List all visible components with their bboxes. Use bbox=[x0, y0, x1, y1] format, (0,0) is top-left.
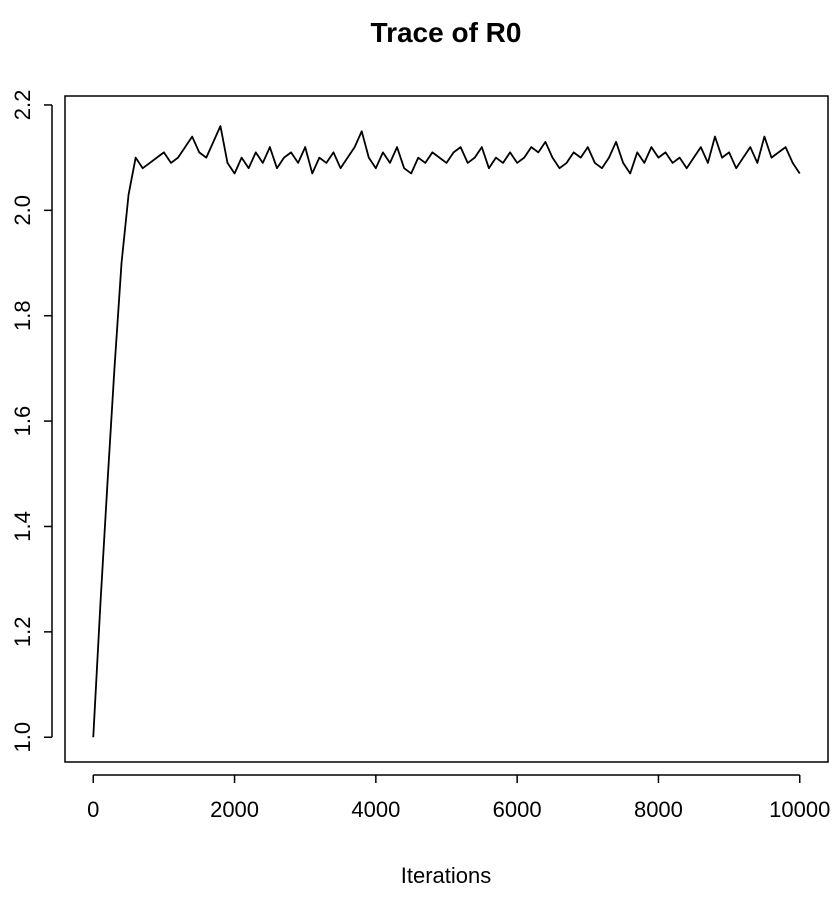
y-tick-label: 2.0 bbox=[10, 195, 35, 226]
chart-title: Trace of R0 bbox=[371, 17, 522, 48]
y-tick-label: 1.8 bbox=[10, 300, 35, 331]
y-tick-label: 1.0 bbox=[10, 722, 35, 753]
x-tick-label: 0 bbox=[87, 797, 99, 822]
x-tick-label: 8000 bbox=[634, 797, 683, 822]
x-tick-label: 6000 bbox=[493, 797, 542, 822]
x-tick-label: 10000 bbox=[769, 797, 830, 822]
x-tick-label: 2000 bbox=[210, 797, 259, 822]
y-tick-label: 1.6 bbox=[10, 406, 35, 437]
x-tick-label: 4000 bbox=[351, 797, 400, 822]
x-axis-label: Iterations bbox=[401, 863, 492, 888]
y-tick-label: 1.2 bbox=[10, 617, 35, 648]
y-tick-label: 2.2 bbox=[10, 90, 35, 121]
trace-line bbox=[92, 125, 801, 738]
y-tick-label: 1.4 bbox=[10, 511, 35, 542]
plot-frame bbox=[64, 95, 829, 763]
